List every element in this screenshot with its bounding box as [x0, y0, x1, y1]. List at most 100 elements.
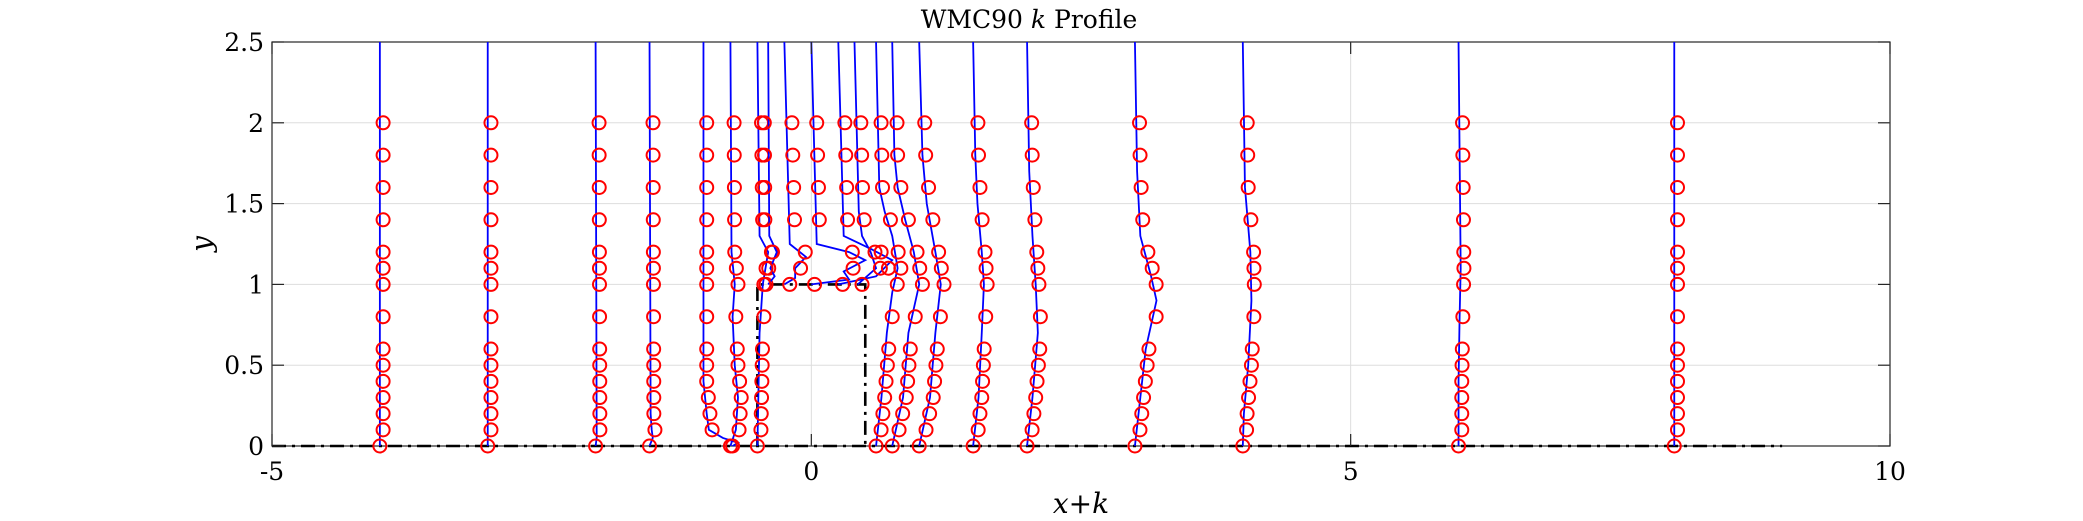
profile-station	[782, 41, 813, 292]
measurement-point	[699, 115, 715, 131]
measurement-point	[483, 244, 499, 260]
measurement-point	[1027, 212, 1043, 228]
measurement-point	[901, 357, 917, 373]
measurement-point	[868, 438, 884, 454]
y-tick-label: 0	[248, 432, 264, 461]
model-profile-line	[756, 41, 770, 447]
measurement-point	[856, 212, 872, 228]
profile-station	[588, 41, 608, 454]
measurement-point	[727, 212, 743, 228]
measurement-point	[1454, 390, 1470, 406]
measurement-point	[1455, 179, 1471, 195]
measurement-point	[592, 390, 608, 406]
measurement-point	[1454, 422, 1470, 438]
measurement-point	[591, 147, 607, 163]
profile-station	[1019, 41, 1048, 454]
measurement-point	[480, 438, 496, 454]
y-axis-label: y	[185, 235, 218, 254]
measurement-point	[375, 115, 391, 131]
measurement-point	[483, 309, 499, 325]
measurement-point	[375, 260, 391, 276]
measurement-point	[931, 244, 947, 260]
x-tick-label: 0	[803, 457, 819, 486]
measurement-point	[375, 390, 391, 406]
profile-station	[756, 41, 781, 292]
profile-station	[853, 41, 888, 292]
measurement-point	[699, 244, 715, 260]
y-tick-label: 1	[248, 270, 264, 299]
grid	[272, 42, 1890, 446]
measurement-point	[785, 147, 801, 163]
measurement-point	[1456, 260, 1472, 276]
measurement-point	[699, 309, 715, 325]
measurement-point	[1137, 373, 1153, 389]
measurement-point	[838, 147, 854, 163]
measurement-point	[699, 212, 715, 228]
measurement-point	[1240, 179, 1256, 195]
measurement-point	[483, 422, 499, 438]
model-profile-line	[594, 41, 598, 447]
profile-station	[372, 42, 391, 454]
measurement-point	[1026, 406, 1042, 422]
measurement-point	[873, 422, 889, 438]
measurement-point	[972, 179, 988, 195]
measurement-point	[1132, 147, 1148, 163]
measurement-point	[591, 212, 607, 228]
measurement-point	[867, 244, 883, 260]
measurement-point	[729, 341, 745, 357]
measurement-point	[1235, 438, 1251, 454]
measurement-point	[1140, 244, 1156, 260]
measurement-point	[375, 147, 391, 163]
measurement-point	[483, 179, 499, 195]
measurement-point	[726, 147, 742, 163]
measurement-point	[1127, 438, 1143, 454]
measurement-point	[918, 422, 934, 438]
measurement-point	[854, 276, 870, 292]
chart-title: WMC90 k Profile	[921, 5, 1138, 34]
measurement-point	[1246, 309, 1262, 325]
measurement-point	[699, 341, 715, 357]
measurement-point	[1239, 422, 1255, 438]
measurement-point	[754, 341, 770, 357]
x-tick-label: 10	[1874, 457, 1906, 486]
measurement-point	[1670, 341, 1686, 357]
measurement-point	[754, 390, 770, 406]
measurement-point	[810, 147, 826, 163]
measurement-point	[375, 341, 391, 357]
measurement-point	[1670, 390, 1686, 406]
measurement-point	[875, 406, 891, 422]
measurement-point	[793, 260, 809, 276]
measurement-point	[921, 179, 937, 195]
measurement-point	[730, 276, 746, 292]
measurement-point	[375, 179, 391, 195]
y-tick-label: 2.5	[224, 28, 264, 57]
measurement-point	[925, 212, 941, 228]
measurement-point	[1024, 147, 1040, 163]
measurement-point	[1139, 357, 1155, 373]
measurement-point	[1239, 406, 1255, 422]
measurement-point	[877, 390, 893, 406]
measurement-point	[699, 179, 715, 195]
measurement-point	[483, 341, 499, 357]
measurement-point	[749, 438, 765, 454]
measurement-point	[375, 309, 391, 325]
x-axis-label: x+k	[1053, 487, 1109, 520]
measurement-point	[1451, 438, 1467, 454]
measurement-point	[925, 390, 941, 406]
measurement-point	[1670, 276, 1686, 292]
measurement-point	[928, 357, 944, 373]
measurement-point	[879, 357, 895, 373]
measurement-point	[645, 115, 661, 131]
measurement-point	[932, 309, 948, 325]
measurement-point	[975, 357, 991, 373]
measurement-point	[1144, 260, 1160, 276]
measurement-point	[884, 438, 900, 454]
measurement-point	[733, 390, 749, 406]
measurement-point	[375, 212, 391, 228]
measurement-point	[756, 115, 772, 131]
measurement-point	[483, 260, 499, 276]
measurement-point	[970, 422, 986, 438]
measurement-point	[1244, 341, 1260, 357]
measurement-point	[758, 260, 774, 276]
